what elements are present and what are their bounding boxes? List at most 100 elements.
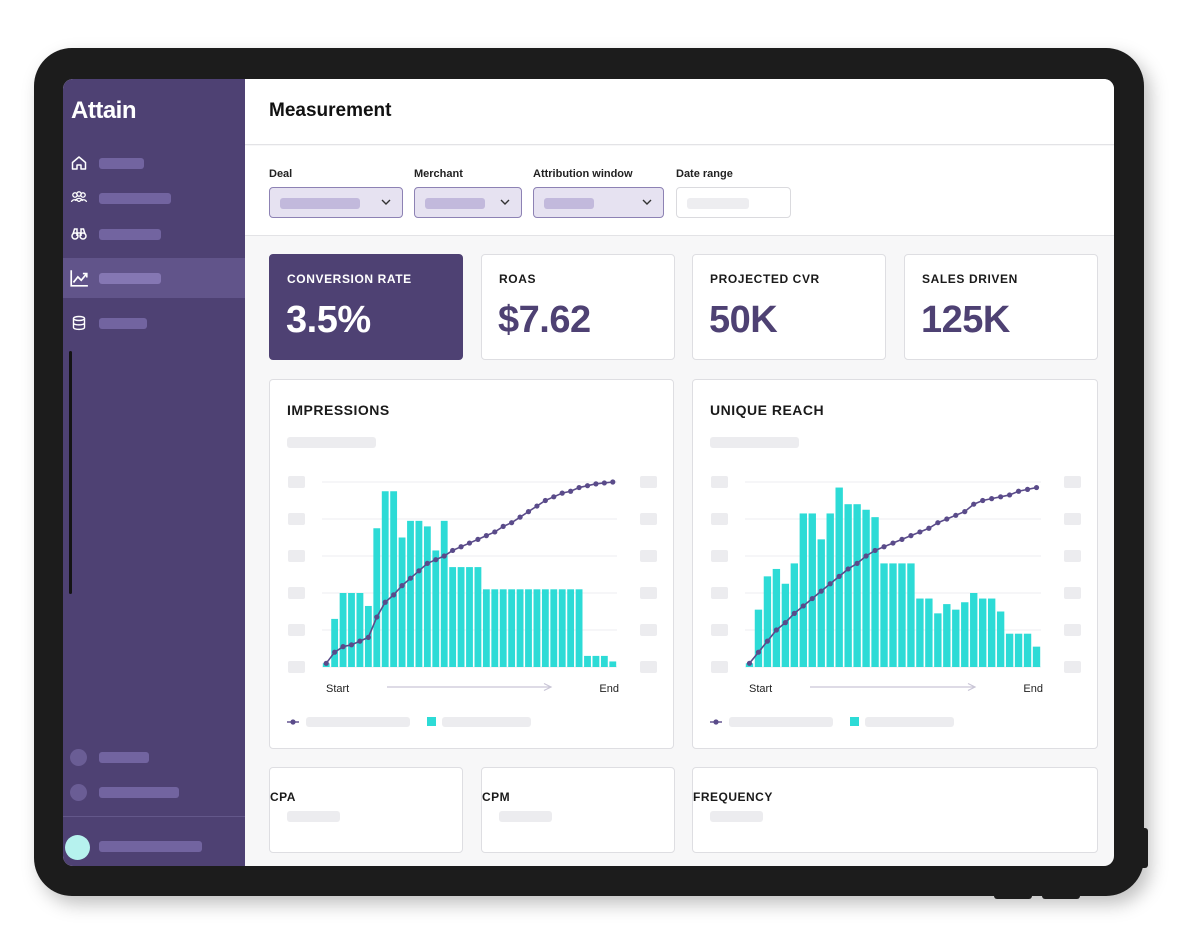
chart-bar [491,589,499,667]
page-title: Measurement [269,100,392,121]
attribution-window-label: Attribution window [533,168,633,180]
chart-bar [871,517,879,667]
app-logo[interactable]: Attain [71,97,137,124]
chart-line-point [475,536,481,542]
sidebar-item-label [99,193,171,204]
legend-bar-marker [850,717,859,726]
chart-line-point [542,497,548,504]
x-axis-end-label: End [599,683,619,695]
chart-bar [567,589,575,667]
legend-bar-label-placeholder [865,717,954,727]
legend-bar-marker [427,717,436,726]
chart-bar [407,520,414,667]
frequency-card[interactable]: FREQUENCY [692,767,1098,853]
kpi-label: PROJECTED CVR [710,272,820,286]
chart-line-point [1033,484,1040,491]
chart-bar [925,598,933,667]
avatar[interactable] [65,835,90,860]
chart-line-point [500,523,506,529]
chart-line-point [836,573,842,579]
chart-bar [781,583,790,667]
merchant-select[interactable] [414,187,522,218]
chart-line-point [365,634,371,640]
chart-bar [508,589,516,667]
y2-axis-label-placeholder [640,476,657,488]
y2-axis-label-placeholder [640,550,657,562]
kpi-value: 125K [921,299,1010,341]
date-range-input[interactable] [676,187,791,218]
y2-axis-label-placeholder [640,661,657,673]
y-axis-label-placeholder [711,476,728,488]
unique-reach-chart-card: UNIQUE REACH Start End [692,379,1098,749]
chart-line-point [323,660,329,666]
sidebar-bottom-label [99,787,179,798]
sidebar-item-insights[interactable] [63,214,245,254]
card-label: CPA [270,790,296,804]
kpi-card-conversion-rate[interactable]: CONVERSION RATE 3.5% [269,254,463,360]
legend-line-label-placeholder [729,717,833,727]
sidebar-bottom-icon[interactable] [70,784,87,801]
date-range-label: Date range [676,168,733,180]
chart-bar [943,604,951,667]
chart-line-point [584,483,591,489]
chart-line-point [1024,486,1031,492]
chart-line-point [755,649,762,655]
sidebar-item-measurement[interactable] [63,258,245,298]
sidebar-scrollbar[interactable] [69,351,72,594]
chart-bar [474,567,482,667]
sidebar-item-data[interactable] [63,303,245,343]
chart-bar [987,598,996,667]
merchant-label: Merchant [414,168,463,180]
chart-line-point [863,553,869,559]
attribution-window-select[interactable] [533,187,664,218]
chart-bar [373,528,381,667]
sidebar-divider [63,816,245,817]
cpm-card[interactable]: CPM [481,767,675,853]
chart-bar [862,509,870,667]
sidebar-item-users[interactable] [63,178,245,218]
chevron-down-icon [381,199,391,205]
chart-bar [763,576,772,667]
chart-line-point [492,529,498,535]
user-name-placeholder [99,841,202,852]
legend-line-dot [713,719,719,725]
chart-line-point [800,603,806,609]
chart-line-point [407,575,414,581]
y2-axis-label-placeholder [1064,661,1081,673]
kpi-label: ROAS [499,272,537,286]
sidebar-bottom-label [99,752,149,763]
chart-line-point [782,620,788,626]
chart-subtitle-placeholder [710,437,799,448]
y-axis-label-placeholder [288,476,305,488]
tablet-side-button [1141,828,1148,868]
chart-bar [423,526,431,667]
y-axis-label-placeholder [711,550,728,562]
kpi-card-sales-driven[interactable]: SALES DRIVEN 125K [904,254,1098,360]
tablet-bottom-button [994,894,1032,899]
sidebar-bottom-icon[interactable] [70,749,87,766]
chart-line-point [576,484,582,491]
card-label: CPM [482,790,511,804]
merchant-select-value [425,198,485,209]
chart-bar [880,563,888,667]
chart-line-point [1015,488,1022,494]
y-axis-label-placeholder [288,624,305,636]
sidebar-item-home[interactable] [63,143,245,183]
cpa-card[interactable]: CPA [269,767,463,853]
deal-select[interactable] [269,187,403,218]
sidebar-item-label [99,229,161,240]
chart-line-point [854,560,860,566]
sidebar-item-label [99,158,144,169]
chart-bar [970,593,978,667]
chart-line-point [517,514,523,520]
chart-bar [575,589,583,667]
chart-bar [1005,633,1014,667]
kpi-card-roas[interactable]: ROAS $7.62 [481,254,675,360]
x-axis-end-label: End [1023,683,1043,695]
chart-line-point [764,638,771,644]
kpi-label: SALES DRIVEN [922,272,1018,286]
chart-line-point [593,481,599,487]
kpi-card-projected-cvr[interactable]: PROJECTED CVR 50K [692,254,886,360]
chart-bar [550,589,558,667]
sidebar-item-label [99,318,147,329]
